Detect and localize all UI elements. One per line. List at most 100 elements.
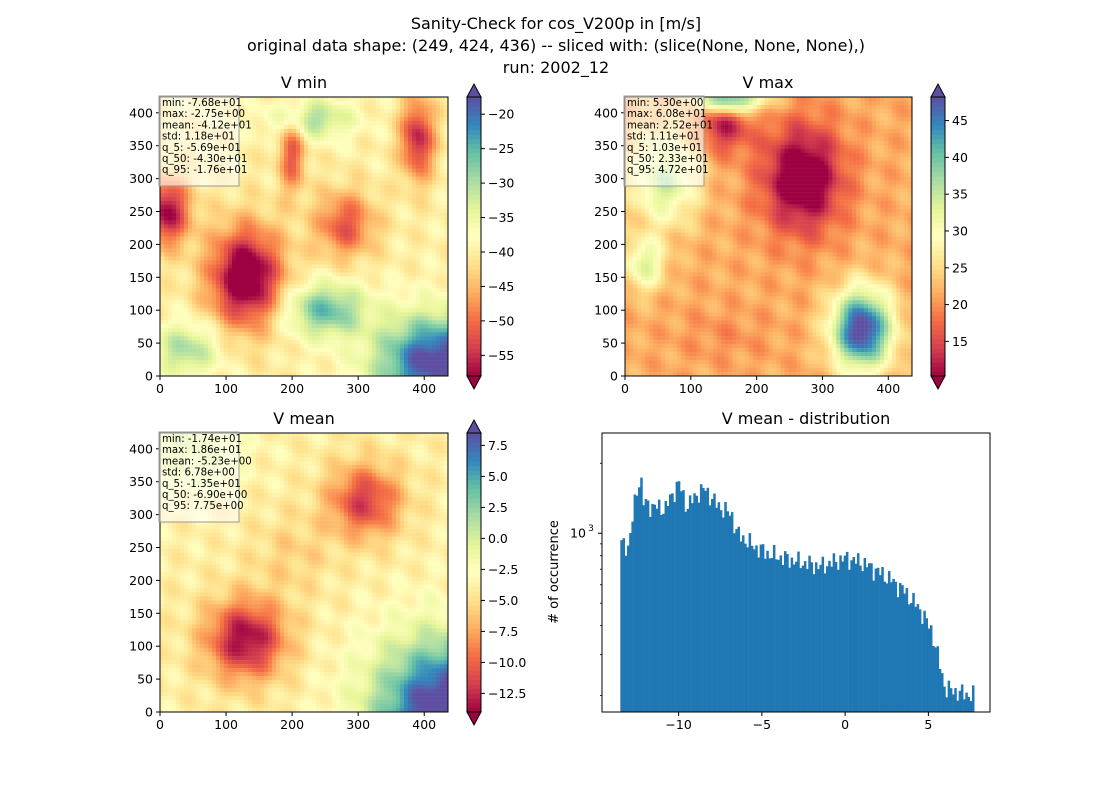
x-tick-label: 100 xyxy=(679,381,703,396)
colorbar-tick-label: 7.5 xyxy=(488,438,508,453)
colorbar-segment xyxy=(931,296,945,303)
colorbar-tick-label: −5.0 xyxy=(488,593,518,608)
histogram-bar xyxy=(932,646,935,712)
stats-line: max: -2.75e+00 xyxy=(162,109,245,120)
colorbar-tick-label: −40 xyxy=(488,245,514,260)
colorbar-segment xyxy=(467,371,481,377)
histogram-bar xyxy=(837,569,840,712)
colorbar-segment xyxy=(467,567,481,574)
colorbar-segment xyxy=(931,166,945,172)
histogram-bar xyxy=(876,567,880,712)
colorbar-segment xyxy=(467,101,481,107)
heatmap-plot-area xyxy=(625,97,912,376)
colorbar-segment xyxy=(467,433,481,439)
colorbar-segment xyxy=(467,278,481,284)
histogram-bar xyxy=(792,564,796,712)
x-tick-label: 400 xyxy=(876,381,900,396)
panel-title: V mean xyxy=(273,409,334,428)
histogram-bar xyxy=(633,494,637,712)
colorbar-segment xyxy=(467,231,481,238)
colorbar-segment xyxy=(467,264,481,270)
colorbar-segment xyxy=(467,148,481,154)
colorbar-segment xyxy=(931,241,945,247)
colorbar-segment xyxy=(467,162,481,168)
colorbar-segment xyxy=(931,357,945,363)
histogram-bar xyxy=(834,561,838,712)
colorbar-segment xyxy=(931,371,945,377)
colorbar-segment xyxy=(931,143,945,149)
colorbar-segment xyxy=(931,236,945,242)
colorbar-segment xyxy=(931,171,945,177)
colorbar-segment xyxy=(467,684,481,690)
histogram-bar xyxy=(786,554,789,712)
histogram-bar xyxy=(626,545,630,712)
histogram-bar xyxy=(699,484,703,712)
stats-line: mean: 2.52e+01 xyxy=(627,120,713,131)
y-tick-label: 10 xyxy=(570,526,586,541)
histogram-bar xyxy=(938,668,942,712)
colorbar-segment xyxy=(931,269,945,275)
histogram-bar xyxy=(680,491,683,712)
colorbar-segment xyxy=(931,255,945,261)
stats-line: min: 5.30e+00 xyxy=(627,98,703,109)
histogram-bar xyxy=(664,501,668,712)
colorbar-segment xyxy=(467,632,481,639)
histogram-bar xyxy=(927,628,931,712)
colorbar-segment xyxy=(467,451,481,457)
panel-v-min: V min 0 100 200 300 400 0 50 100 150 200 250 300 35… xyxy=(129,73,514,396)
colorbar-segment xyxy=(467,143,481,149)
y-tick-label: 0 xyxy=(610,369,618,384)
colorbar-segment xyxy=(467,171,481,177)
colorbar-segment xyxy=(931,162,945,168)
histogram-bar xyxy=(730,512,734,712)
suptitle-line-1: Sanity-Check for cos_V200p in [m/s] xyxy=(411,14,701,34)
stats-line: mean: -5.23e+00 xyxy=(162,456,252,467)
histogram-bar xyxy=(971,685,975,712)
x-axis-ticks: 0 100 200 300 400 xyxy=(621,376,900,396)
colorbar-segment xyxy=(467,292,481,298)
colorbar-segment xyxy=(467,315,481,321)
colorbar-segment xyxy=(931,283,945,289)
histogram-bar xyxy=(631,521,634,712)
histogram-bar xyxy=(695,495,699,712)
histogram-bar xyxy=(892,578,895,712)
colorbar-segment xyxy=(467,526,481,532)
histogram-bar xyxy=(814,562,818,712)
colorbar-segment xyxy=(931,292,945,298)
colorbar: 15 20 25 30 35 40 45 xyxy=(930,82,968,391)
histogram-bar xyxy=(706,487,710,712)
histogram-bar xyxy=(963,699,966,712)
histogram-bar xyxy=(775,559,778,712)
y-axis-ticks: 10 3 xyxy=(570,462,602,697)
colorbar-segment xyxy=(467,595,481,601)
colorbar-segment xyxy=(931,264,945,270)
colorbar-segment xyxy=(467,539,481,546)
colorbar-segment xyxy=(467,334,481,340)
histogram-bar xyxy=(644,499,648,712)
histogram-bar xyxy=(728,515,732,712)
histogram-bar xyxy=(668,494,672,712)
histogram-bar xyxy=(768,558,772,712)
colorbar-segment xyxy=(467,651,481,657)
histogram-bar xyxy=(918,609,922,712)
colorbar-segment xyxy=(467,306,481,312)
colorbar-tick-label: −12.5 xyxy=(488,686,526,701)
histogram-bar xyxy=(662,513,665,712)
colorbar-segment xyxy=(467,442,481,448)
axes-frame xyxy=(159,432,449,713)
histogram-bar xyxy=(941,673,944,712)
stats-line: q_5: -1.35e+01 xyxy=(162,479,241,490)
y-tick-label: 350 xyxy=(129,138,153,153)
colorbar-tick-label: 0.0 xyxy=(488,531,508,546)
colorbar-tick-label: 45 xyxy=(952,113,968,128)
histogram-bar xyxy=(832,553,836,712)
histogram-bar xyxy=(708,505,712,712)
colorbar-segment xyxy=(467,115,481,121)
histogram-bar xyxy=(622,538,626,712)
y-tick-label: 400 xyxy=(129,441,153,456)
histogram-bar xyxy=(781,565,785,712)
x-tick-label: 400 xyxy=(412,381,436,396)
histogram-bar xyxy=(642,505,645,712)
histogram-bar xyxy=(755,545,758,712)
x-axis-ticks: 0 100 200 300 400 xyxy=(156,376,436,396)
